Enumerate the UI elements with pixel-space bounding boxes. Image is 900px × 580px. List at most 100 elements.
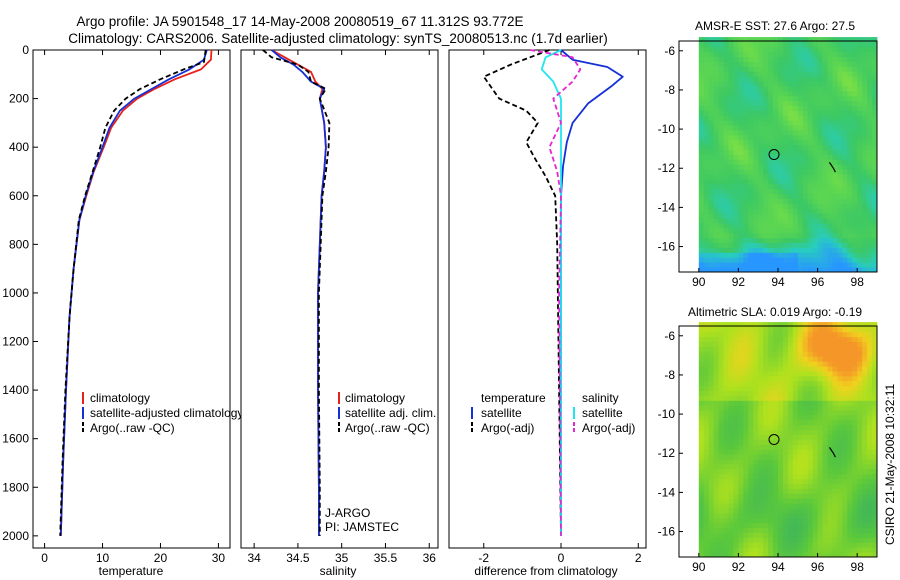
map-cell [703,149,710,155]
map-cell [773,208,779,214]
map-cell [733,267,739,273]
map-cell [713,37,719,43]
map-cell [787,498,794,504]
map-cell [758,366,764,372]
map-cell [832,144,838,151]
map-cell [698,488,705,494]
map-cell [768,331,774,338]
map-cell [758,223,764,229]
map-cell [812,331,818,338]
map-cell [713,400,719,406]
map-cell [872,81,878,87]
map-cell [758,208,764,214]
map-cell [698,159,705,165]
map-cell [778,227,784,234]
map-cell [713,237,719,244]
map-cell [748,95,754,102]
map-cell [753,517,759,524]
map-cell [718,174,724,180]
map-cell [827,517,833,524]
map-cell [867,267,873,273]
map-cell [832,346,838,352]
map-cell [852,488,858,494]
map-cell [718,76,724,82]
map-cell [867,56,873,62]
map-cell [837,356,843,362]
map-cell [723,371,729,377]
map-cell [787,468,794,475]
map-cell [703,483,710,489]
map-cell [852,218,858,224]
map-cell [807,415,814,421]
map-cell [787,149,794,155]
map-cell [733,95,739,102]
map-cell [802,120,809,126]
map-cell [782,208,789,214]
map-cell [822,110,828,116]
map-cell [763,439,769,445]
map-cell [857,366,863,372]
map-cell [778,410,784,416]
map-cell [733,56,739,62]
map-cell [733,512,739,519]
map-cell [713,125,719,131]
map-cell [748,100,754,106]
map-cell [733,242,739,248]
map-cell [773,110,779,116]
map-cell [787,371,794,377]
map-cell [787,439,794,445]
map-cell [723,351,729,357]
map-cell [768,95,774,102]
map-cell [807,488,814,494]
map-cell [768,183,774,190]
map-cell [867,395,873,401]
map-cell [867,247,873,253]
map-cell [763,326,769,333]
map-cell [847,218,853,224]
map-cell [703,237,710,244]
map-cell [812,444,818,450]
map-cell [728,459,734,465]
map-cell [867,76,873,82]
map-cell [817,120,823,126]
map-cell [773,346,779,352]
map-cell [743,473,749,480]
map-cell [773,203,779,209]
map-cell [763,223,769,229]
map-cell [812,159,818,165]
map-cell [837,429,843,436]
map-cell [743,532,749,538]
map-cell [738,444,744,450]
map-cell [867,532,873,538]
map-cell [763,336,769,343]
map-cell [743,100,749,106]
map-cell [862,356,868,362]
map-cell [817,464,823,470]
map-cell [802,371,809,377]
map-cell [768,454,774,460]
lon-tick-label: 90 [692,275,706,289]
map-cell [723,232,729,239]
map-cell [852,512,858,519]
map-cell [733,434,739,440]
map-cell [778,183,784,190]
map-cell [768,154,774,160]
map-cell [807,517,814,524]
map-cell [847,361,853,367]
map-cell [768,46,774,53]
map-cell [703,488,710,494]
map-cell [708,179,715,185]
map-cell [778,257,784,263]
map-cell [698,61,705,67]
map-cell [807,223,814,229]
map-cell [748,81,754,87]
map-cell [728,385,734,391]
map-cell [832,424,838,431]
map-cell [872,522,878,529]
map-cell [778,174,784,180]
map-cell [797,232,804,239]
map-cell [872,188,878,195]
map-cell [802,183,809,190]
map-cell [748,41,754,48]
map-cell [748,405,754,411]
